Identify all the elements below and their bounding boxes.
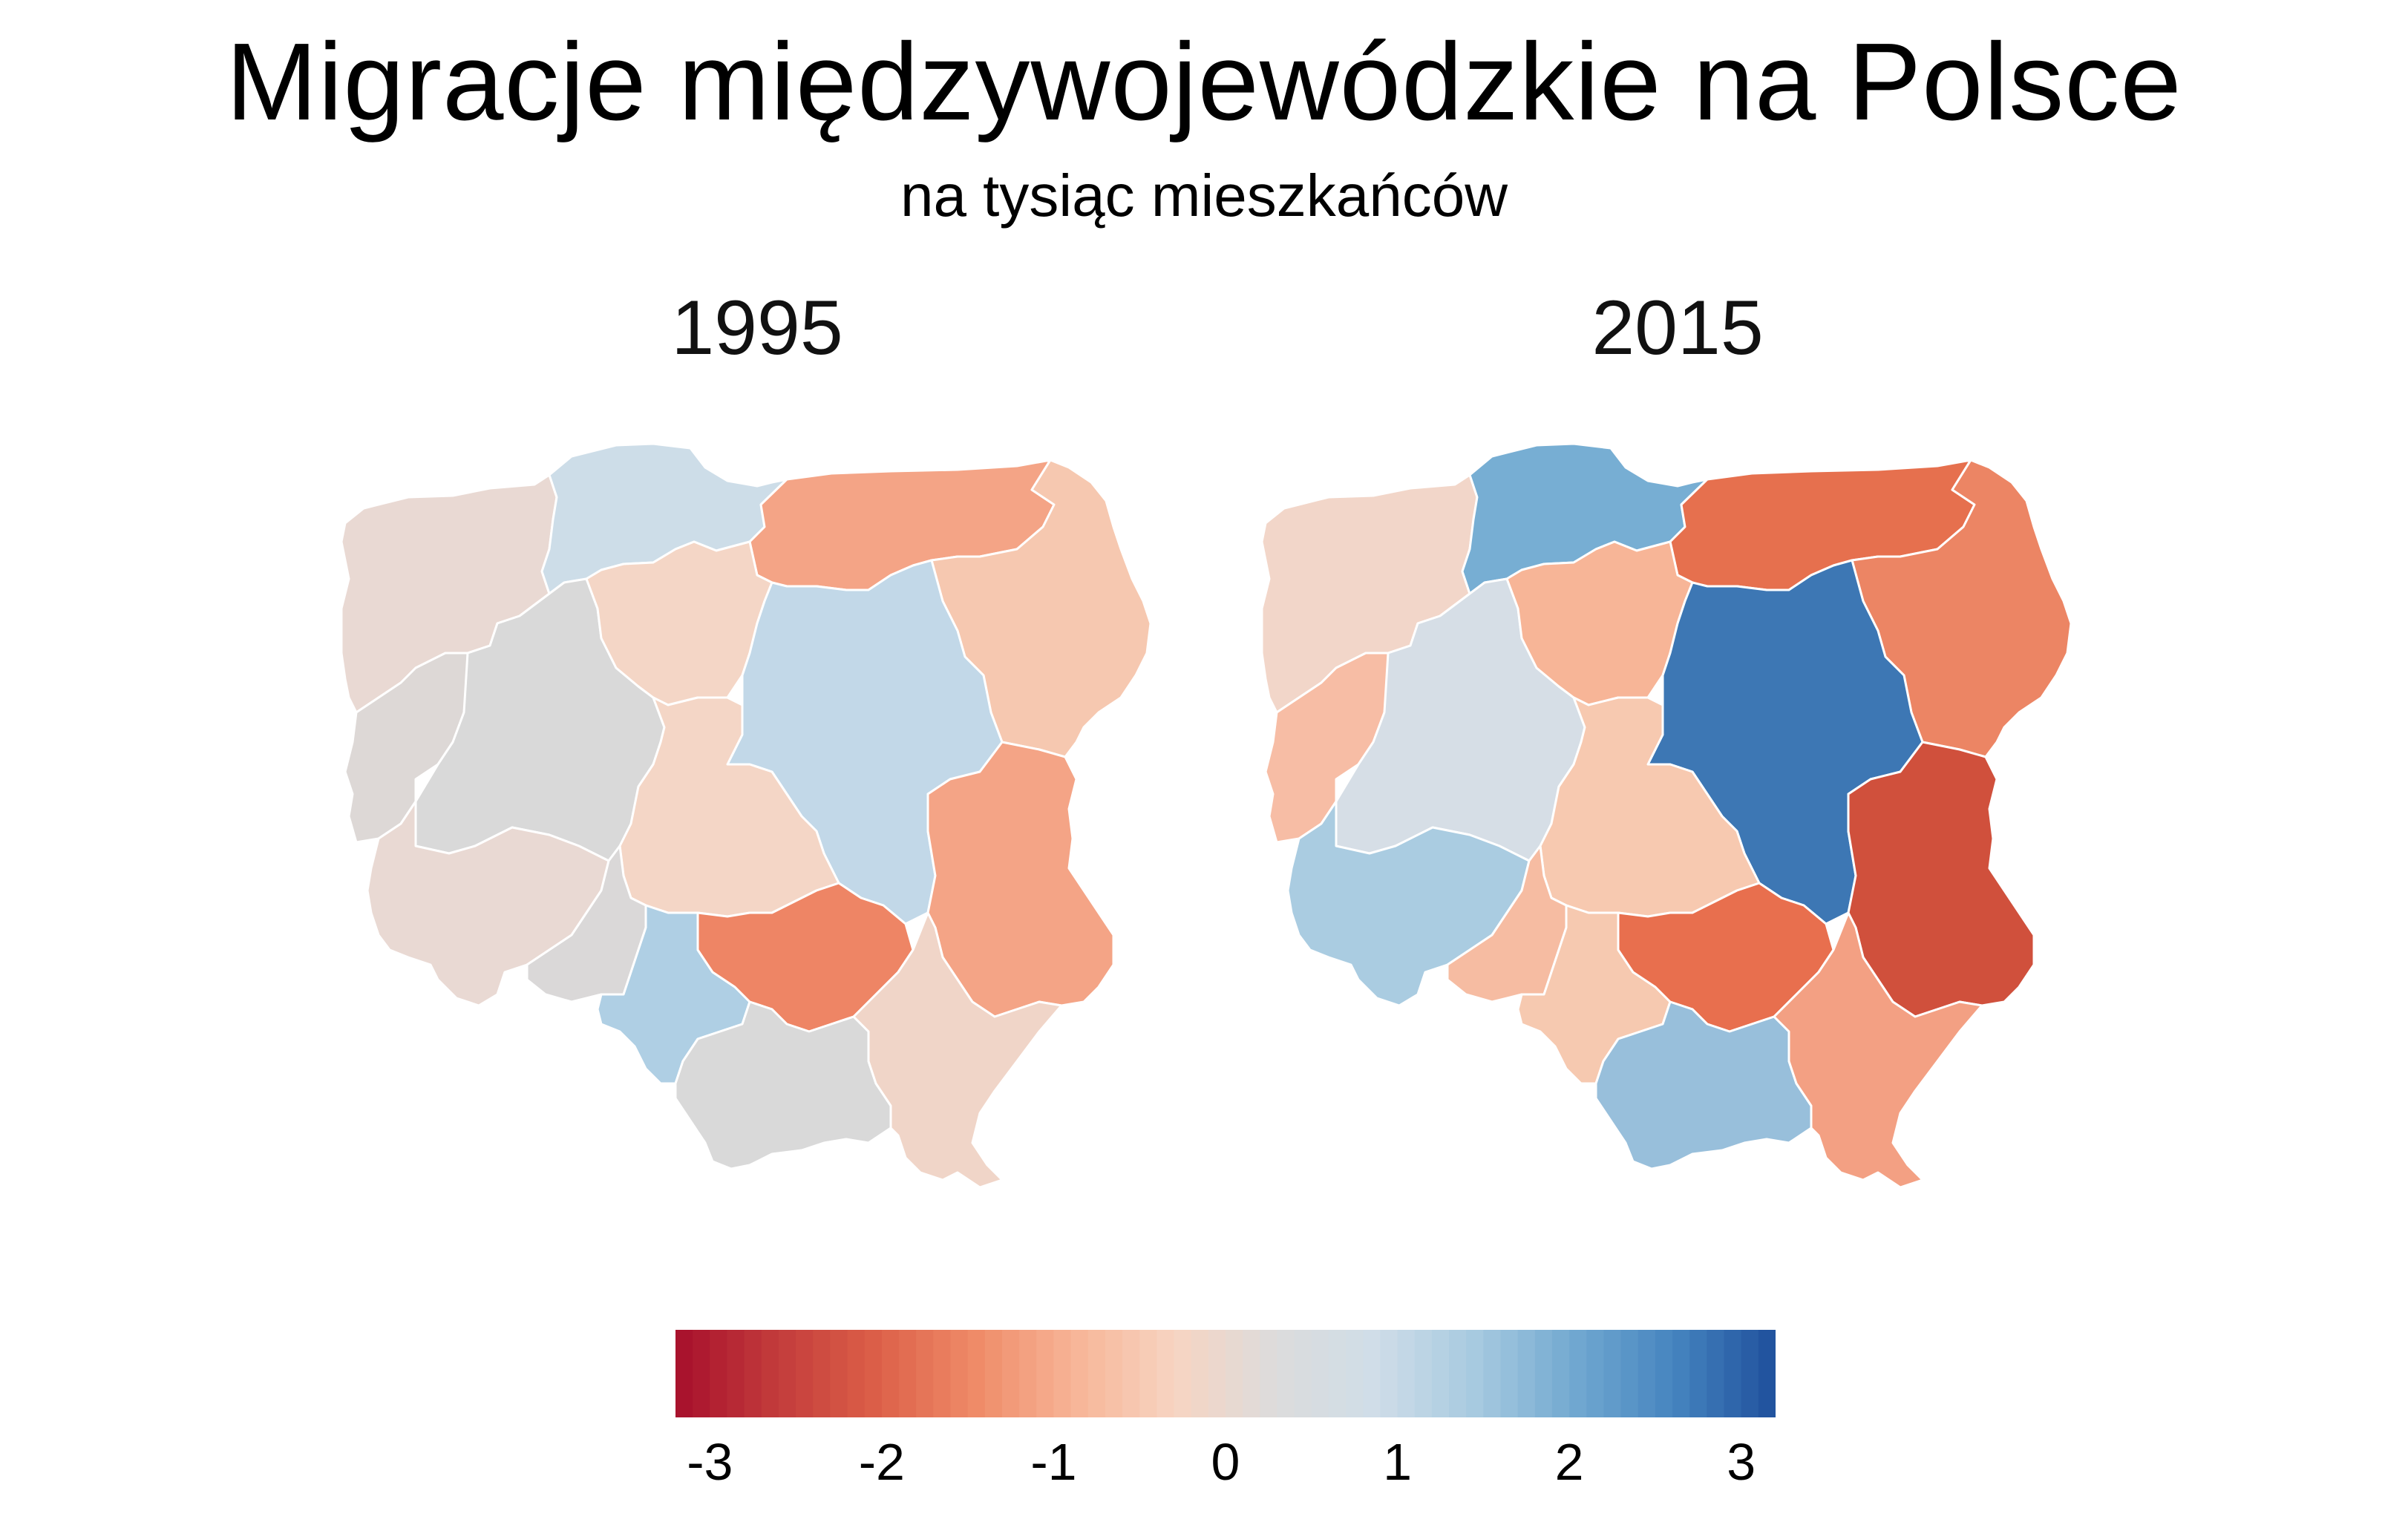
colorbar-step xyxy=(778,1330,796,1417)
colorbar-step xyxy=(761,1330,779,1417)
colorbar-step xyxy=(1311,1330,1329,1417)
colorbar-step xyxy=(1380,1330,1398,1417)
colorbar-step xyxy=(984,1330,1003,1417)
colorbar-step xyxy=(950,1330,969,1417)
colorbar-step xyxy=(1208,1330,1226,1417)
region-lubuskie-2015 xyxy=(1264,652,1390,844)
colorbar-step xyxy=(1414,1330,1433,1417)
colorbar-step xyxy=(1534,1330,1553,1417)
colorbar-step xyxy=(1053,1330,1072,1417)
region-malopolskie-2015 xyxy=(1594,1000,1813,1170)
colorbar-step xyxy=(1724,1330,1742,1417)
colorbar-step xyxy=(693,1330,710,1417)
colorbar-step xyxy=(1243,1330,1260,1417)
chart-title: Migracje międzywojewódzkie na Polsce xyxy=(226,21,2182,143)
map-year-2015-label: 2015 xyxy=(1591,285,1764,371)
colorbar-step xyxy=(1139,1330,1157,1417)
colorbar-step xyxy=(933,1330,952,1417)
colorbar-step xyxy=(1620,1330,1639,1417)
colorbar-step xyxy=(813,1330,831,1417)
colorbar-step xyxy=(1431,1330,1450,1417)
colorbar-tick-label: -1 xyxy=(1030,1433,1077,1491)
colorbar-step xyxy=(847,1330,866,1417)
colorbar-tick-label: 0 xyxy=(1211,1433,1240,1491)
colorbar-step xyxy=(899,1330,917,1417)
colorbar-step xyxy=(1517,1330,1536,1417)
colorbar-step xyxy=(744,1330,762,1417)
colorbar-tick-label: -3 xyxy=(687,1433,733,1491)
region-lubuskie-1995 xyxy=(344,652,469,844)
colorbar-step xyxy=(1483,1330,1502,1417)
colorbar-step xyxy=(710,1330,728,1417)
colorbar-step xyxy=(1087,1330,1106,1417)
colorbar-step xyxy=(1105,1330,1123,1417)
colorbar-step xyxy=(1758,1330,1776,1417)
poland-map-1995 xyxy=(340,442,1152,1189)
colorbar-step xyxy=(1260,1330,1278,1417)
colorbar-step xyxy=(1328,1330,1347,1417)
colorbar-step xyxy=(727,1330,745,1417)
colorbar-step xyxy=(1741,1330,1759,1417)
colorbar-step xyxy=(864,1330,883,1417)
colorbar-step xyxy=(1191,1330,1209,1417)
colorbar-step xyxy=(1036,1330,1055,1417)
colorbar-step xyxy=(1397,1330,1416,1417)
colorbar-step xyxy=(1226,1330,1243,1417)
colorbar-step xyxy=(1586,1330,1605,1417)
colorbar-step xyxy=(1001,1330,1020,1417)
colorbar-step xyxy=(1156,1330,1175,1417)
colorbar-step xyxy=(1569,1330,1587,1417)
colorbar-step xyxy=(1689,1330,1707,1417)
colorbar-step xyxy=(1655,1330,1673,1417)
colorbar-step xyxy=(1294,1330,1312,1417)
colorbar-step xyxy=(1070,1330,1089,1417)
colorbar-tick-label: 2 xyxy=(1554,1433,1584,1491)
colorbar-step xyxy=(916,1330,934,1417)
colorbar-step xyxy=(1603,1330,1622,1417)
colorbar-step xyxy=(1500,1330,1519,1417)
colorbar-step xyxy=(1346,1330,1364,1417)
region-podkarpackie-2015 xyxy=(1773,911,1983,1189)
colorbar-step xyxy=(1551,1330,1570,1417)
region-podkarpackie-1995 xyxy=(852,911,1063,1189)
colorbar-step xyxy=(1672,1330,1690,1417)
colorbar-step xyxy=(675,1330,693,1417)
colorbar-step xyxy=(1122,1330,1140,1417)
colorbar-step xyxy=(796,1330,814,1417)
colorbar xyxy=(675,1330,1776,1417)
colorbar-tick-label: -2 xyxy=(858,1433,905,1491)
colorbar-step xyxy=(1277,1330,1295,1417)
colorbar-step xyxy=(881,1330,900,1417)
colorbar-tick-label: 3 xyxy=(1727,1433,1756,1491)
chart-subtitle: na tysiąc mieszkańców xyxy=(900,163,1508,229)
colorbar-tick-label: 1 xyxy=(1383,1433,1413,1491)
colorbar-step xyxy=(1466,1330,1484,1417)
colorbar-step xyxy=(830,1330,848,1417)
colorbar-step xyxy=(967,1330,986,1417)
colorbar-step xyxy=(1637,1330,1656,1417)
colorbar-step xyxy=(1363,1330,1381,1417)
colorbar-step xyxy=(1174,1330,1192,1417)
map-year-1995-label: 1995 xyxy=(671,285,843,371)
region-malopolskie-1995 xyxy=(674,1000,892,1170)
poland-map-2015 xyxy=(1260,442,2072,1189)
colorbar-step xyxy=(1707,1330,1725,1417)
colorbar-step xyxy=(1019,1330,1037,1417)
colorbar-step xyxy=(1449,1330,1467,1417)
